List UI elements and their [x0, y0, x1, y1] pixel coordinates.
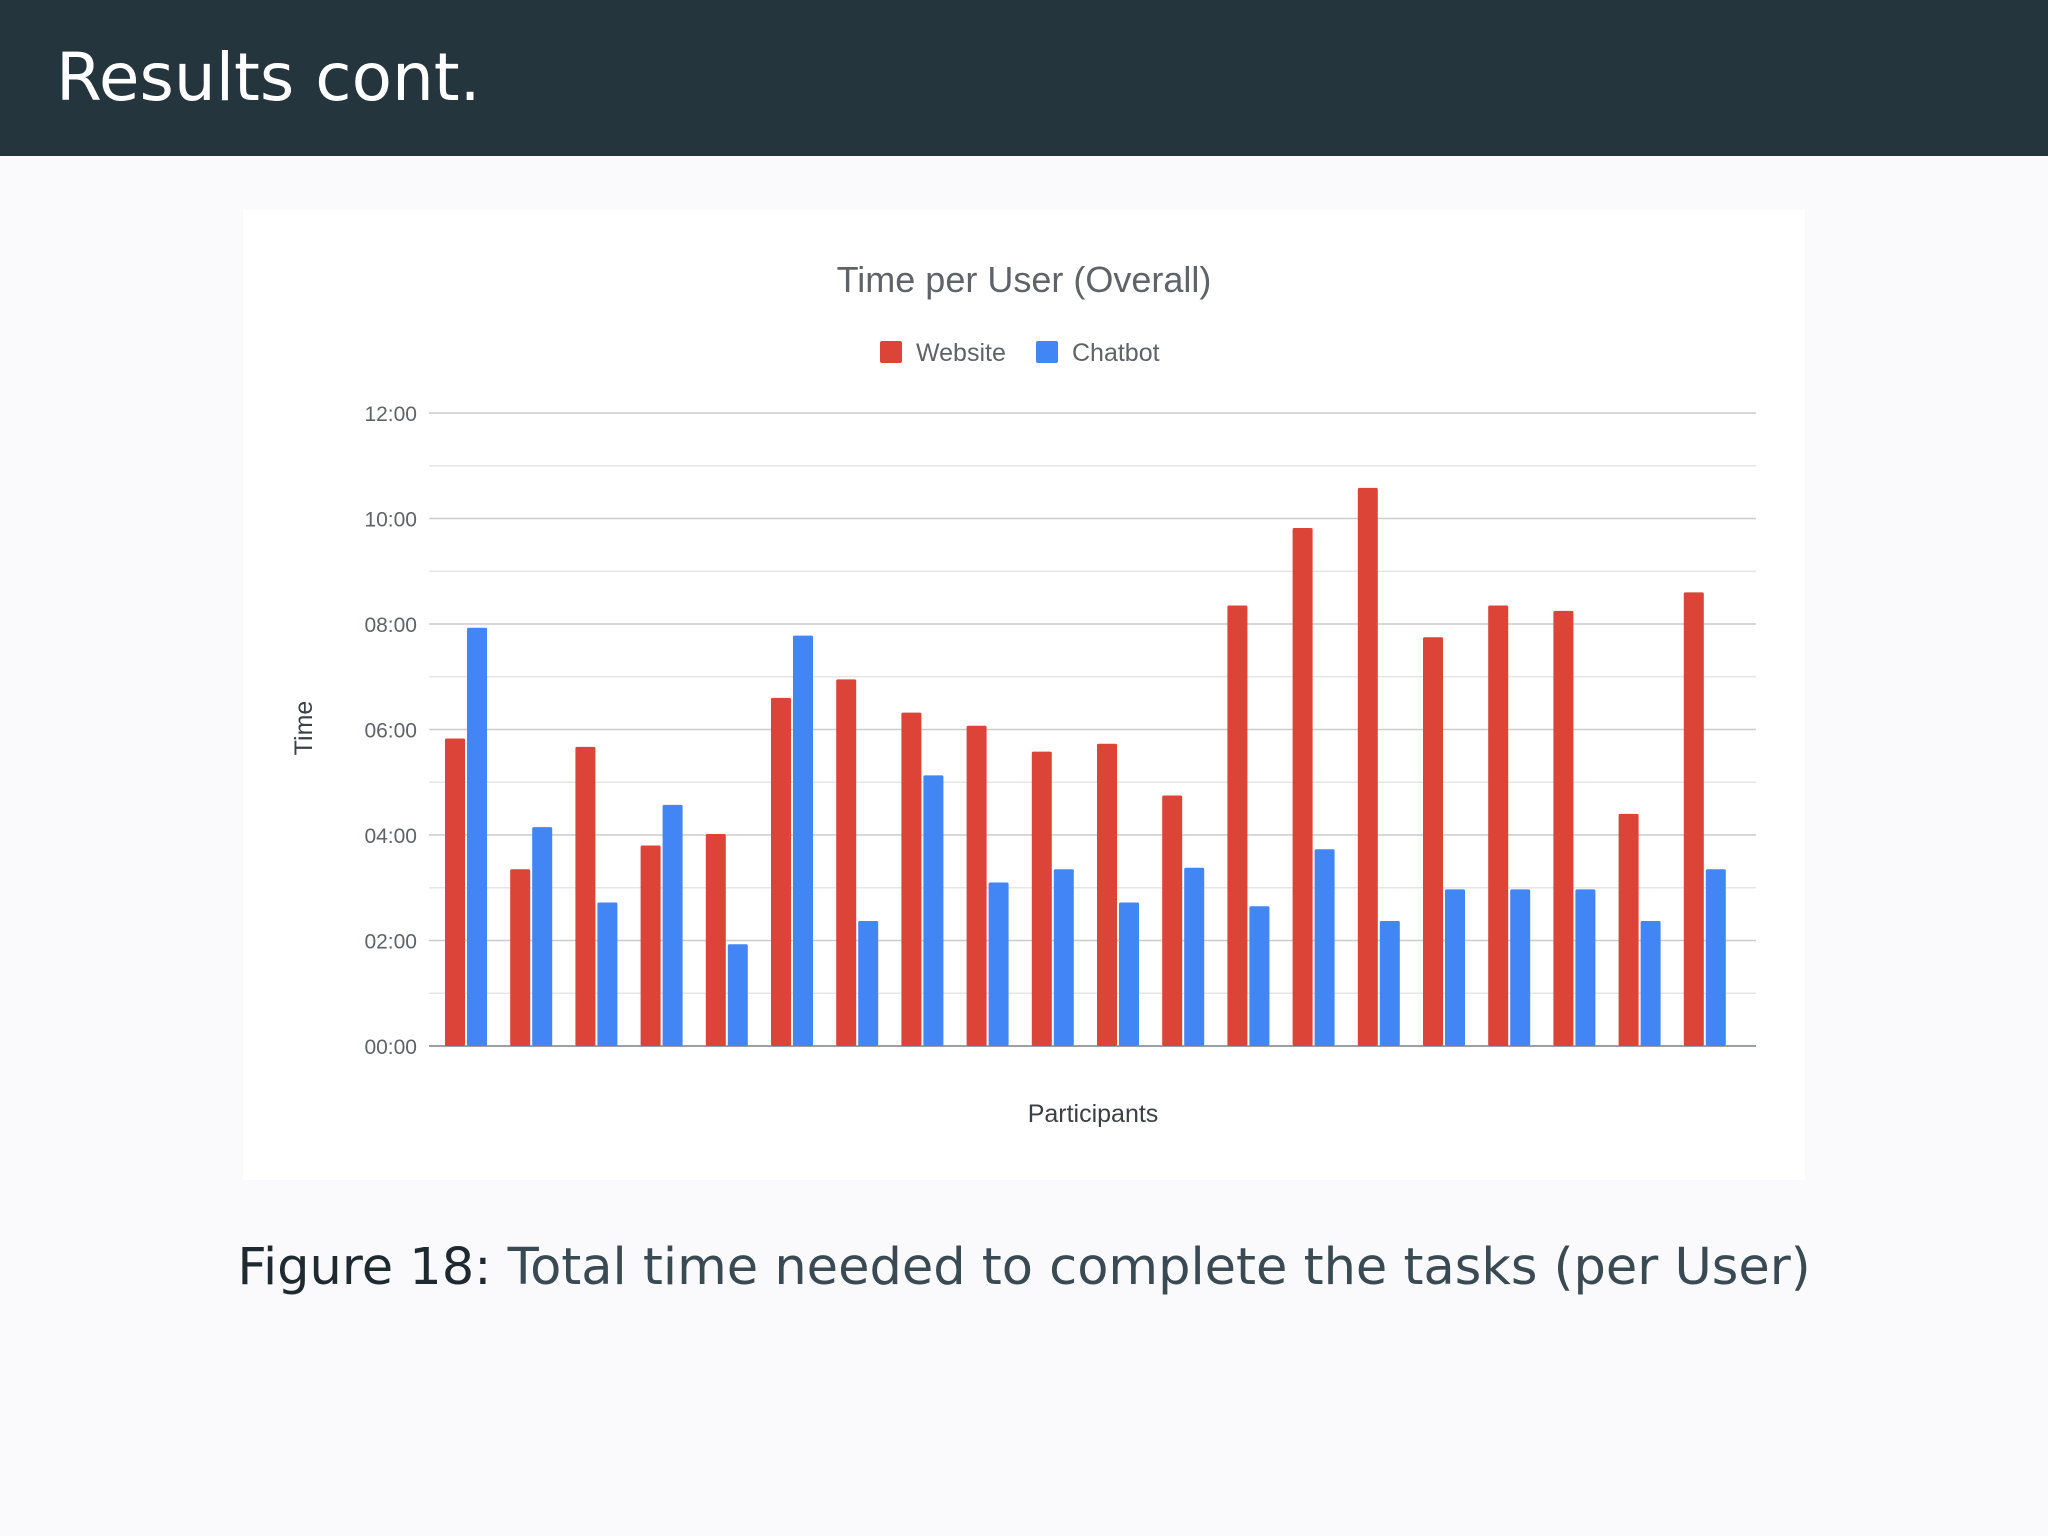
bar-chatbot-4 [662, 804, 683, 1046]
bar-chatbot-16 [1445, 889, 1465, 1046]
bar-chatbot-10 [1053, 869, 1074, 1046]
chart-legend: Website Chatbot [880, 339, 1160, 367]
bar-website-3 [575, 746, 596, 1046]
bar-chatbot-7 [858, 920, 879, 1046]
bar-website-4 [640, 845, 661, 1046]
bar-website-15 [1357, 487, 1378, 1046]
bar-website-5 [705, 833, 726, 1046]
bar-website-18 [1553, 610, 1574, 1046]
bar-chatbot-13 [1249, 906, 1270, 1046]
bar-website-11 [1097, 743, 1117, 1046]
bar-website-19 [1618, 813, 1639, 1046]
y-axis-ticks: 00:00 02:00 04:00 06:00 08:00 10:00 12:00 [364, 403, 417, 1059]
bar-chatbot-6 [793, 635, 813, 1046]
bar-website-9 [966, 725, 987, 1046]
bar-website-13 [1227, 605, 1248, 1046]
y-tick-label: 00:00 [364, 1036, 417, 1059]
bar-website-17 [1488, 605, 1509, 1046]
figure-label: Figure 18: [237, 1238, 492, 1297]
bar-website-12 [1162, 795, 1183, 1046]
bar-chart: Time per User (Overall) Website Chatbot 0… [290, 259, 1756, 1128]
bar-chatbot-14 [1314, 849, 1335, 1046]
x-axis-label: Participants [1028, 1100, 1159, 1128]
bar-website-1 [445, 738, 465, 1046]
y-axis-label: Time [290, 701, 318, 756]
bar-website-6 [771, 697, 791, 1046]
bar-website-16 [1423, 637, 1443, 1046]
y-tick-label: 06:00 [364, 720, 417, 743]
bar-chatbot-1 [467, 627, 487, 1046]
bar-chatbot-3 [597, 902, 618, 1046]
slide-title: Results cont. [56, 39, 481, 116]
bar-chatbot-12 [1184, 867, 1205, 1046]
y-tick-label: 08:00 [364, 614, 417, 637]
slide-header: Results cont. [0, 0, 2048, 156]
bar-chatbot-8 [923, 775, 944, 1046]
y-tick-label: 02:00 [364, 931, 417, 954]
bar-chatbot-9 [988, 882, 1009, 1046]
y-tick-label: 10:00 [364, 509, 417, 532]
y-tick-label: 12:00 [364, 403, 417, 426]
bar-chatbot-17 [1510, 889, 1531, 1046]
legend-label-chatbot: Chatbot [1072, 339, 1160, 367]
legend-label-website: Website [916, 339, 1006, 367]
bar-chatbot-20 [1705, 869, 1726, 1046]
y-tick-label: 04:00 [364, 825, 417, 848]
bar-chatbot-19 [1640, 920, 1661, 1046]
figure-caption-text: Total time needed to complete the tasks … [507, 1238, 1811, 1297]
legend-swatch-website [880, 341, 902, 363]
chart-title: Time per User (Overall) [837, 259, 1212, 300]
chart-bars [445, 487, 1726, 1046]
bar-website-14 [1292, 527, 1313, 1046]
bar-website-8 [901, 712, 922, 1046]
bar-chatbot-5 [727, 944, 748, 1046]
chart-panel: Time per User (Overall) Website Chatbot 0… [243, 210, 1805, 1180]
bar-chatbot-15 [1379, 920, 1400, 1046]
legend-swatch-chatbot [1036, 341, 1058, 363]
bar-chatbot-18 [1575, 889, 1596, 1046]
bar-website-2 [510, 869, 531, 1046]
bar-website-10 [1031, 751, 1052, 1046]
bar-chatbot-2 [532, 827, 553, 1046]
bar-chatbot-11 [1119, 902, 1139, 1046]
bar-website-20 [1683, 592, 1704, 1046]
bar-website-7 [836, 679, 857, 1046]
figure-caption: Figure 18: Total time needed to complete… [0, 1238, 2048, 1297]
